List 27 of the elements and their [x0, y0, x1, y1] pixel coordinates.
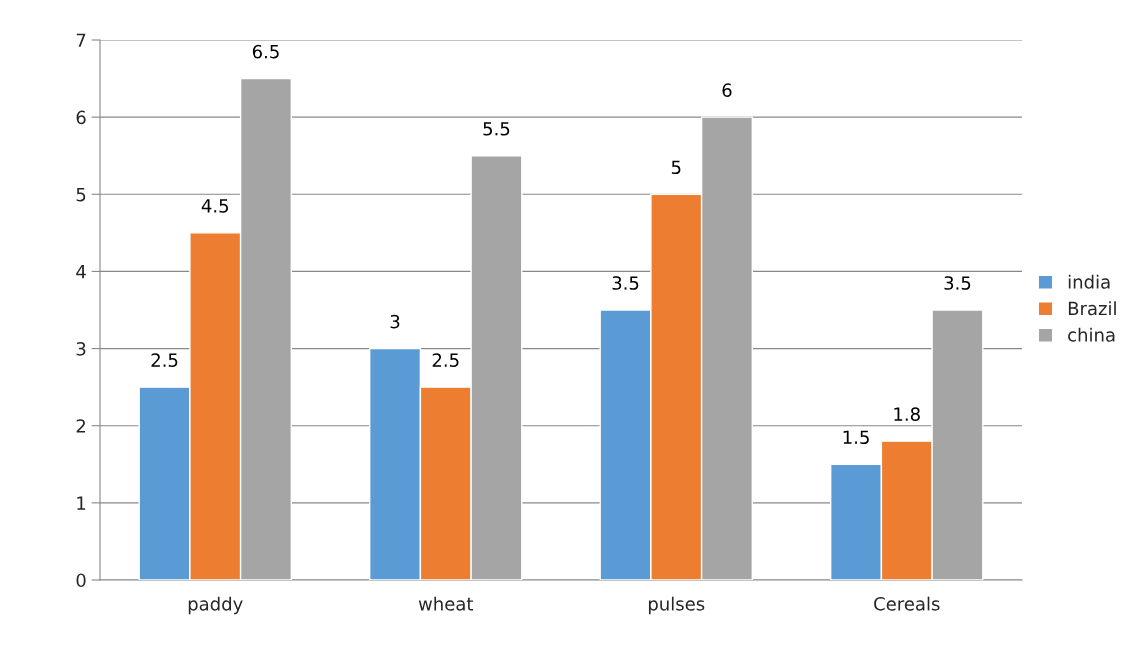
- y-tick-label: 3: [76, 342, 86, 356]
- data-label: 5.5: [483, 122, 510, 136]
- legend-label: china: [1068, 327, 1115, 342]
- y-tick-label: 2: [76, 419, 85, 433]
- x-tick-label: wheat: [418, 596, 474, 611]
- data-label: 3: [390, 314, 400, 329]
- data-label: 5: [671, 160, 681, 175]
- legend-label: india: [1068, 274, 1110, 289]
- data-label: 1.8: [894, 407, 920, 421]
- data-label: 6.5: [252, 44, 279, 59]
- y-tick-label: 4: [76, 265, 86, 279]
- data-label: 3.5: [612, 276, 639, 290]
- y-tick-label: 7: [76, 33, 86, 47]
- x-tick-label: pulses: [648, 596, 705, 615]
- x-tick-label: Cereals: [874, 596, 940, 611]
- y-tick-label: 0: [76, 573, 86, 588]
- data-label: 2.5: [151, 353, 178, 367]
- data-label: 4.5: [201, 199, 229, 213]
- y-tick-label: 1: [77, 496, 86, 510]
- x-tick-label: paddy: [188, 596, 243, 615]
- data-label: 6: [722, 83, 732, 97]
- data-label: 1.5: [843, 430, 869, 445]
- data-label: 2.5: [432, 353, 459, 367]
- legend-label: Brazil: [1068, 301, 1116, 316]
- data-label: 3.5: [944, 276, 971, 290]
- y-tick-label: 5: [76, 187, 86, 202]
- y-tick-label: 6: [76, 110, 86, 125]
